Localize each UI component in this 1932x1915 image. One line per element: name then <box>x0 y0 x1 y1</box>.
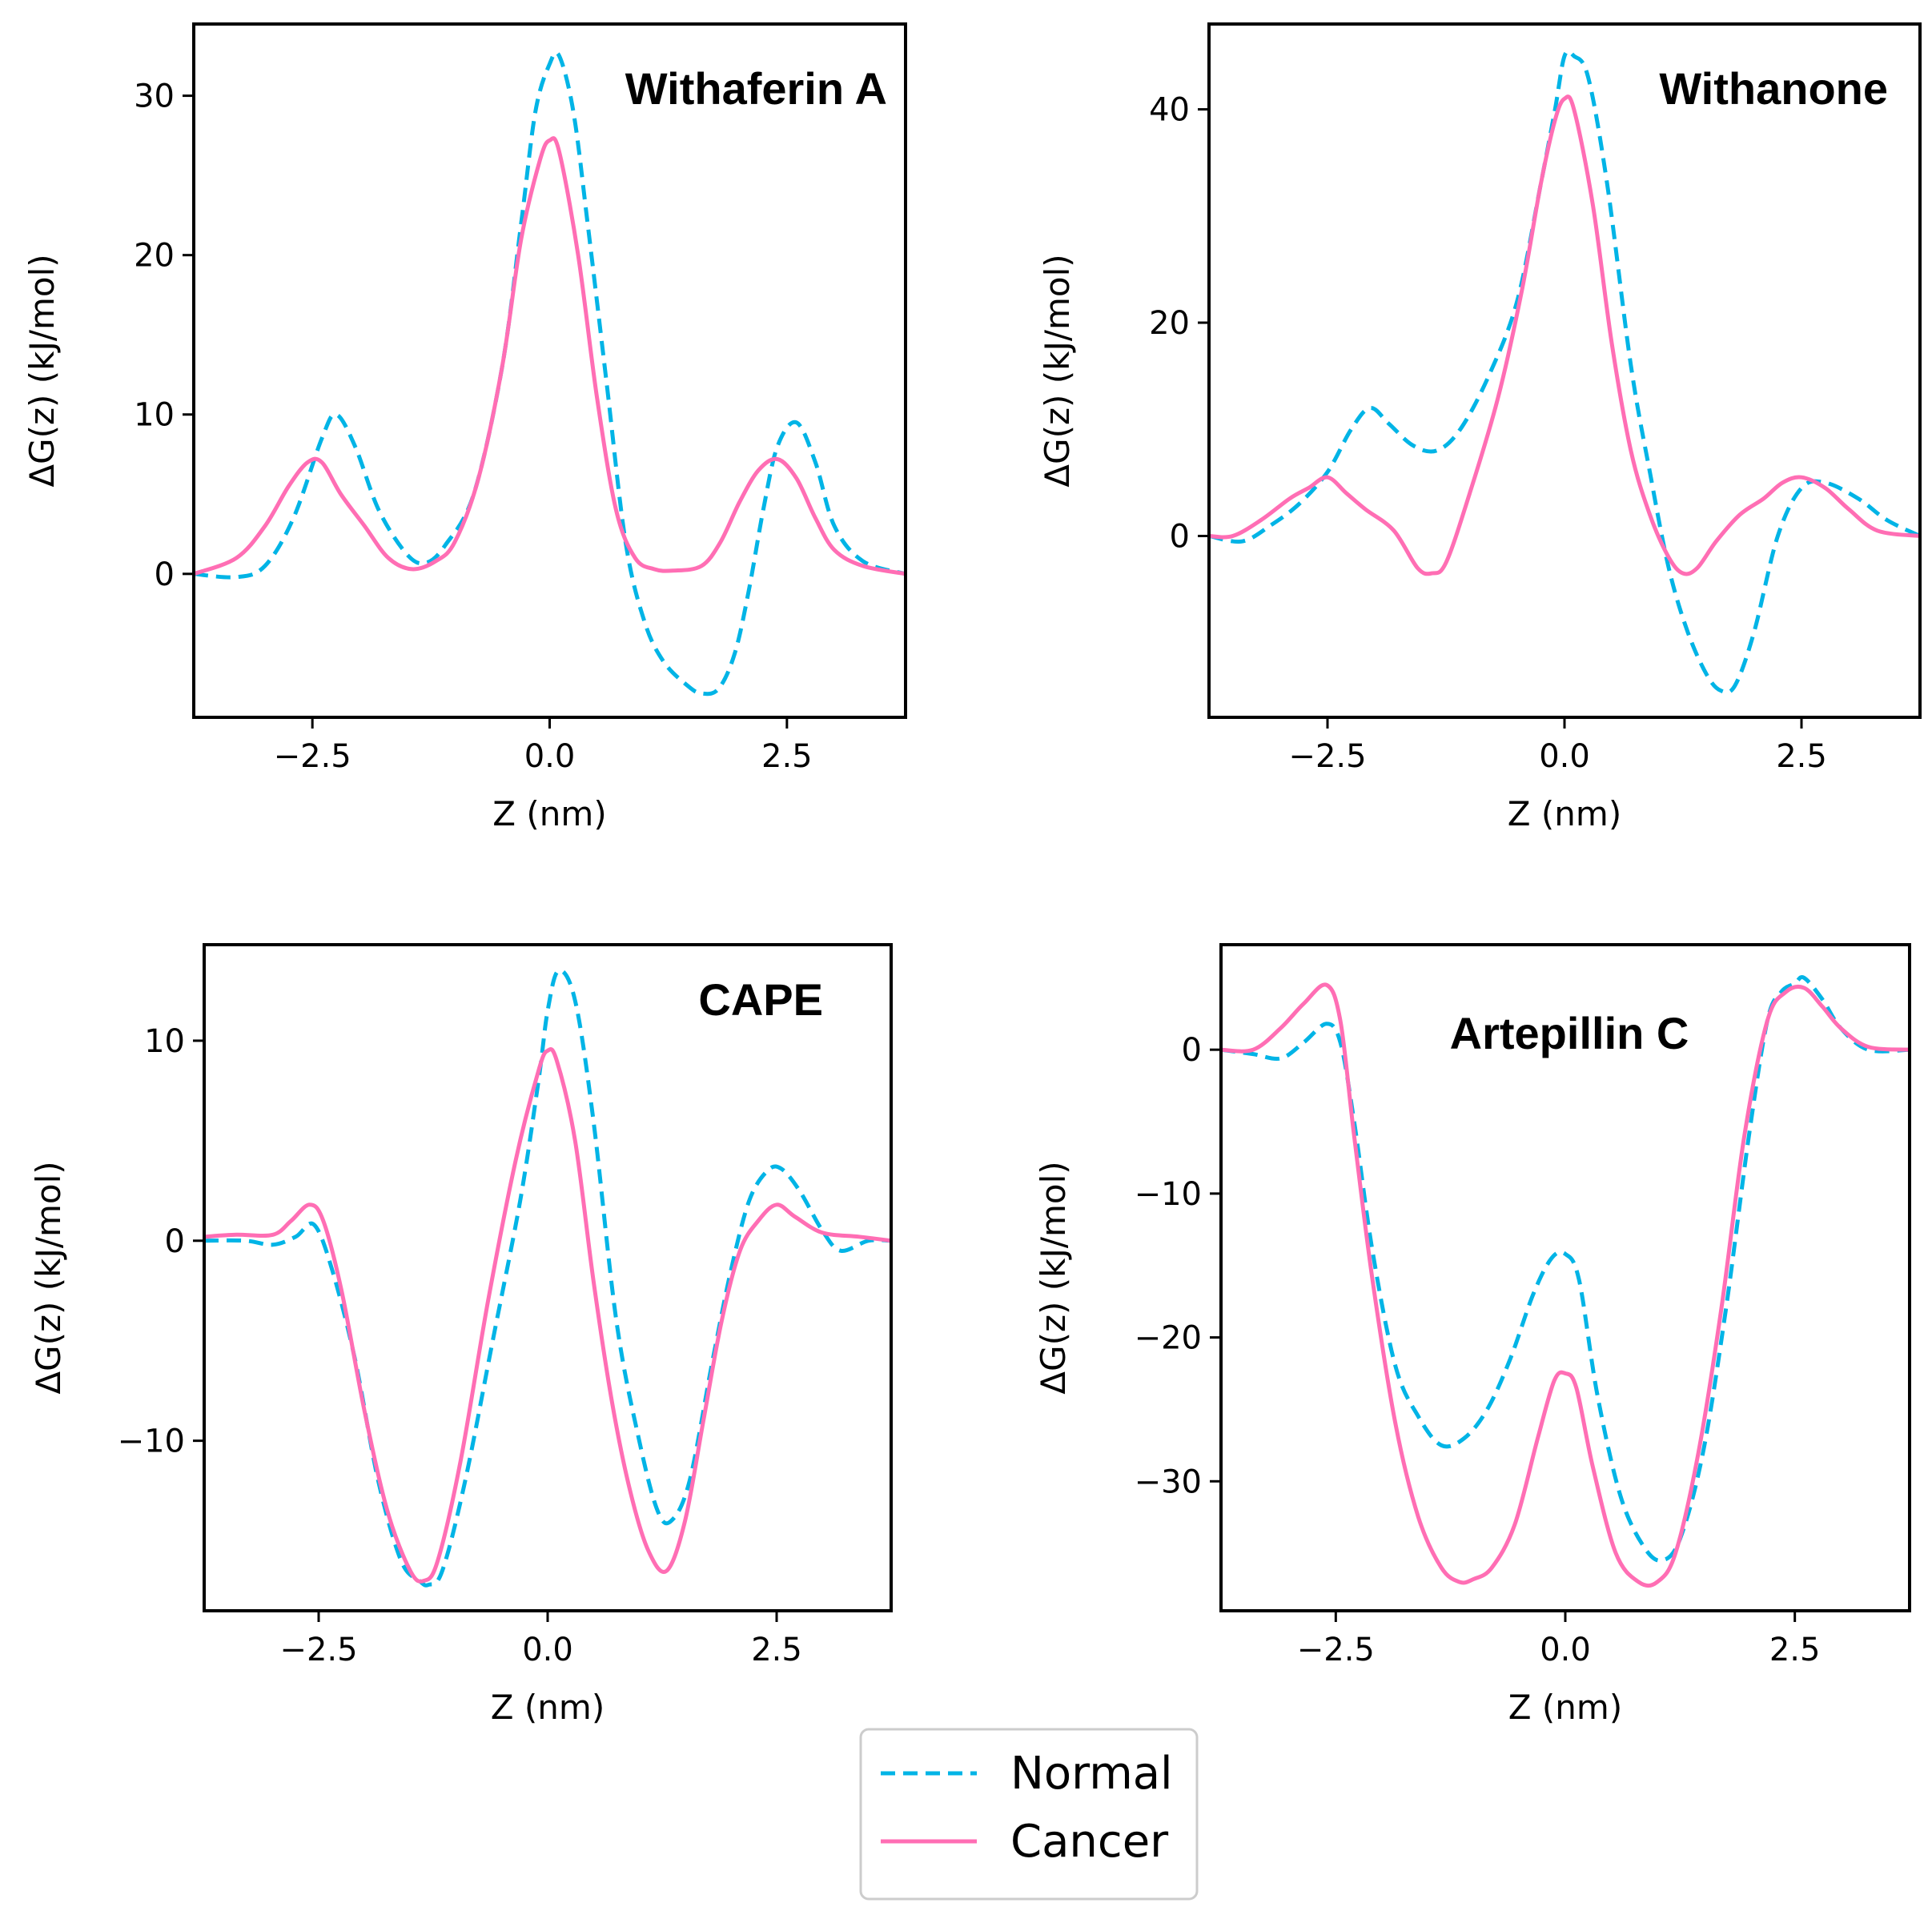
series-line-cancer <box>194 136 906 576</box>
legend-normal-label: Normal <box>1010 1748 1173 1800</box>
legend-cancer-label: Cancer <box>1010 1816 1169 1868</box>
chart-panel-withaferin-a: −2.5 0.0 2.5 0 10 20 30 Withaferin A Z (nm) ΔG… <box>22 22 907 833</box>
chart-panel-withanone: −2.5 0.0 2.5 0 20 40 Withanone Z (nm) ΔG(z) (… <box>1038 22 1922 833</box>
series-line-normal <box>1221 975 1910 1563</box>
y-tick-label: 20 <box>134 238 175 275</box>
series-line-cancer <box>1209 94 1920 576</box>
x-tick-label: −2.5 <box>274 738 351 775</box>
y-axis-label: ΔG(z) (kJ/mol) <box>1034 1161 1073 1394</box>
panel-title: Withanone <box>1659 63 1888 114</box>
y-tick-label: −30 <box>1135 1463 1202 1500</box>
plot-frame <box>192 22 907 719</box>
series-line-normal <box>1209 49 1920 695</box>
x-tick-label: −2.5 <box>1288 738 1366 775</box>
x-tick-label: 2.5 <box>1776 738 1827 775</box>
x-tick-label: 2.5 <box>751 1632 802 1668</box>
chart-panel-cape: −2.5 0.0 2.5 −10 0 10 CAPE Z (nm) ΔG(z) (kJ/m… <box>29 943 893 1727</box>
y-axis-label: ΔG(z) (kJ/mol) <box>29 1161 68 1394</box>
x-tick-label: 0.0 <box>1540 1632 1591 1668</box>
series-line-cancer <box>1221 982 1910 1588</box>
x-axis-label: Z (nm) <box>491 1688 605 1727</box>
plot-frame <box>1207 22 1922 719</box>
y-tick-label: 0 <box>1170 519 1190 556</box>
y-tick-label: 20 <box>1149 305 1190 342</box>
y-tick-label: −10 <box>1135 1176 1202 1213</box>
y-tick-label: −10 <box>118 1423 185 1460</box>
plot-frame <box>203 943 893 1612</box>
x-tick-label: −2.5 <box>279 1632 357 1668</box>
series-line-normal <box>204 968 891 1588</box>
x-tick-label: 0.0 <box>524 738 576 775</box>
panel-title: Withaferin A <box>625 63 887 114</box>
y-tick-label: −20 <box>1135 1320 1202 1357</box>
panel-title: Artepillin C <box>1450 1008 1689 1058</box>
x-tick-label: 0.0 <box>1539 738 1590 775</box>
y-axis-label: ΔG(z) (kJ/mol) <box>22 254 62 487</box>
y-tick-label: 0 <box>155 556 175 593</box>
series-line-cancer <box>204 1047 891 1584</box>
y-tick-label: 30 <box>134 78 175 115</box>
y-tick-label: 10 <box>134 397 175 434</box>
y-tick-label: 0 <box>165 1223 185 1260</box>
x-axis-label: Z (nm) <box>1508 794 1621 833</box>
x-tick-label: 2.5 <box>761 738 813 775</box>
panel-title: CAPE <box>698 974 823 1025</box>
y-tick-label: 0 <box>1182 1032 1202 1069</box>
series-line-normal <box>194 50 906 697</box>
x-tick-label: 2.5 <box>1769 1632 1821 1668</box>
legend-box <box>859 1728 1199 1901</box>
x-axis-label: Z (nm) <box>1508 1688 1622 1727</box>
chart-panel-artepillin-c: −2.5 0.0 2.5 −30 −20 −10 0 Artepillin C Z (nm)… <box>1034 943 1911 1727</box>
y-tick-label: 10 <box>144 1023 185 1060</box>
x-axis-label: Z (nm) <box>492 794 606 833</box>
x-tick-label: −2.5 <box>1297 1632 1375 1668</box>
x-tick-label: 0.0 <box>522 1632 573 1668</box>
legend: Normal Cancer <box>859 1728 1199 1901</box>
y-tick-label: 40 <box>1149 92 1190 129</box>
y-axis-label: ΔG(z) (kJ/mol) <box>1038 254 1077 487</box>
